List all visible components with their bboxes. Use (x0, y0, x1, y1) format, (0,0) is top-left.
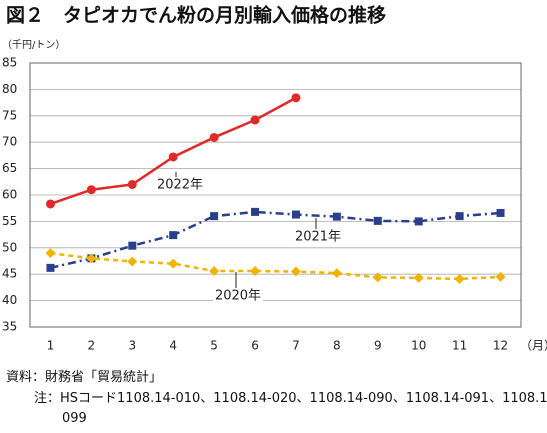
x-tick-label: 2 (88, 339, 96, 353)
marker (168, 258, 179, 269)
chart: 図２ タピオカでん粉の月別輸入価格の推移 （千円/トン） （月） 3540455… (2, 4, 547, 353)
series-line (50, 210, 501, 270)
y-tick-label: 50 (2, 240, 17, 254)
x-unit: （月） (520, 339, 547, 353)
y-tick-label: 75 (2, 108, 17, 122)
marker (496, 208, 505, 217)
y-tick-label: 35 (2, 320, 17, 334)
marker (291, 93, 301, 103)
marker (86, 253, 97, 264)
marker (291, 210, 300, 219)
marker (455, 212, 464, 221)
marker (332, 212, 341, 221)
marker (168, 152, 178, 162)
x-tick-label: 11 (452, 339, 467, 353)
plot-border (29, 62, 522, 328)
marker (251, 207, 260, 216)
marker (169, 231, 178, 240)
x-tick-label: 8 (333, 339, 341, 353)
source: 資料：財務省「貿易統計」 (6, 370, 163, 385)
marker (250, 266, 261, 277)
x-tick-label: 6 (251, 339, 259, 353)
marker (250, 115, 260, 125)
marker (45, 199, 55, 209)
marker (414, 217, 423, 226)
marker (128, 241, 137, 250)
y-tick-label: 45 (2, 267, 17, 281)
y-tick-label: 70 (2, 135, 17, 149)
series-label: 2021年 (295, 230, 341, 245)
marker (331, 268, 342, 279)
y-unit: （千円/トン） (2, 39, 65, 51)
marker (454, 273, 465, 284)
x-tick-label: 1 (47, 339, 55, 353)
series-label: 2022年 (157, 178, 203, 193)
x-tick-label: 10 (411, 339, 426, 353)
marker (86, 185, 96, 195)
y-tick-label: 40 (2, 293, 17, 307)
marker (413, 272, 424, 283)
x-tick-label: 3 (128, 339, 136, 353)
marker (495, 271, 506, 282)
x-tick-label: 7 (292, 339, 300, 353)
marker (373, 216, 382, 225)
marker (210, 212, 219, 221)
label-bg (293, 229, 343, 245)
x-tick-label: 9 (374, 339, 382, 353)
note: 注：HSコード1108.14-010、1108.14-020、1108.14-0… (34, 391, 547, 426)
series-line (50, 251, 501, 281)
y-tick-label: 65 (2, 161, 17, 175)
y-tick-label: 55 (2, 214, 17, 228)
chart-title: 図２ タピオカでん粉の月別輸入価格の推移 (6, 4, 386, 27)
label-bg (155, 177, 205, 193)
x-tick-label: 5 (210, 339, 218, 353)
marker (127, 179, 137, 189)
y-tick-label: 60 (2, 188, 17, 202)
marker (372, 272, 383, 283)
marker (46, 263, 55, 272)
marker (45, 248, 56, 259)
x-tick-label: 12 (493, 339, 508, 353)
marker (209, 266, 220, 277)
marker (127, 256, 138, 267)
series-label: 2020年 (215, 289, 261, 304)
y-tick-label: 85 (2, 56, 17, 70)
label-bg (213, 288, 263, 304)
marker (290, 266, 301, 277)
y-tick-label: 80 (2, 82, 17, 96)
marker (209, 132, 219, 142)
x-tick-label: 4 (169, 339, 177, 353)
